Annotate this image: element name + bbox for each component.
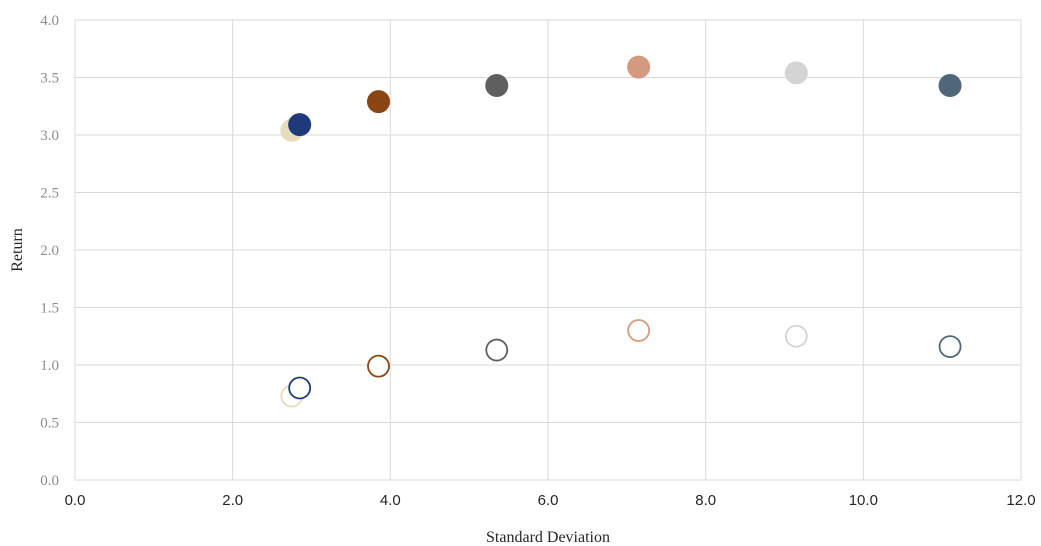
hollow-point-series-7 xyxy=(938,335,962,359)
filled-point-series-6 xyxy=(784,61,808,85)
y-tick-label: 3.0 xyxy=(40,128,59,144)
hollow-point-series-2 xyxy=(288,376,312,400)
filled-point-series-5 xyxy=(627,55,651,79)
x-tick-label: 0.0 xyxy=(65,492,86,509)
y-tick-label: 4.0 xyxy=(40,13,59,29)
x-tick-label: 10.0 xyxy=(849,492,878,509)
hollow-point-series-6 xyxy=(784,324,808,348)
x-tick-label: 4.0 xyxy=(380,492,401,509)
y-axis-title: Return xyxy=(9,228,26,272)
x-tick-label: 12.0 xyxy=(1006,492,1035,509)
hollow-point-series-5 xyxy=(627,319,651,342)
x-axis-title: Standard Deviation xyxy=(486,529,610,546)
hollow-point-series-4 xyxy=(485,338,509,362)
y-tick-label: 3.5 xyxy=(40,71,59,87)
hollow-point-series-3 xyxy=(367,354,390,378)
y-tick-label: 2.0 xyxy=(40,243,59,259)
y-tick-label: 2.5 xyxy=(40,186,59,202)
filled-point-series-3 xyxy=(367,90,391,114)
x-tick-label: 2.0 xyxy=(222,492,243,509)
x-tick-label: 6.0 xyxy=(538,492,559,509)
filled-point-series-2 xyxy=(288,113,312,137)
y-tick-label: 0.5 xyxy=(40,416,59,432)
filled-point-series-7 xyxy=(938,74,962,98)
data-points xyxy=(280,55,962,408)
gridlines xyxy=(74,19,1022,481)
x-tick-label: 8.0 xyxy=(695,492,716,509)
y-tick-label: 0.0 xyxy=(40,473,59,489)
y-tick-label: 1.5 xyxy=(40,301,59,317)
y-tick-label: 1.0 xyxy=(40,358,59,374)
tick-labels: 0.0 0.5 1.0 1.5 2.0 2.5 3.0 3.5 4.0 0.0 2.0 4.0 6.0 8… xyxy=(40,13,1035,509)
filled-point-series-4 xyxy=(485,74,509,98)
